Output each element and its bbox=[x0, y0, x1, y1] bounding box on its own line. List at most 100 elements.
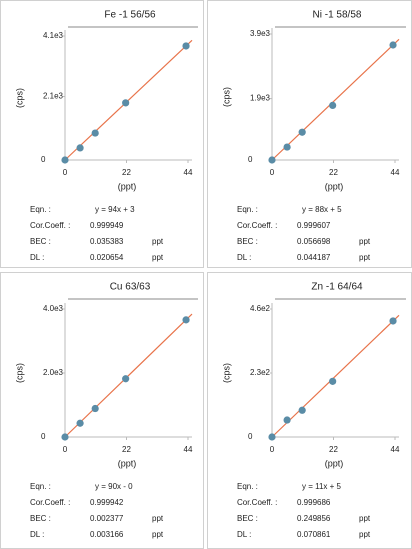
stat-label: BEC : bbox=[30, 237, 51, 246]
stat-value: 0.056698 bbox=[297, 237, 331, 246]
data-point bbox=[283, 416, 291, 424]
stat-label: Eqn. : bbox=[237, 482, 258, 491]
data-point bbox=[329, 377, 337, 385]
chart-panel: Zn -1 64/64 0 2.3e2 4.6e2 0 22 44 (ppt) (cps) Eqn… bbox=[207, 272, 412, 549]
chart-panel: Ni -1 58/58 0 1.9e3 3.9e3 0 22 44 (ppt) (cps) Eqn… bbox=[207, 0, 412, 268]
stat-value: 0.070861 bbox=[297, 530, 331, 539]
stat-value: 0.035383 bbox=[90, 237, 124, 246]
stat-value: 0.999942 bbox=[90, 498, 124, 507]
stat-label: DL : bbox=[237, 253, 251, 262]
stat-value: 0.999949 bbox=[90, 221, 124, 230]
stat-label: DL : bbox=[237, 530, 251, 539]
y-tick-label: 2.3e2 bbox=[250, 368, 271, 377]
data-point bbox=[182, 316, 190, 324]
data-point bbox=[122, 99, 130, 107]
data-point bbox=[76, 144, 84, 152]
y-tick-label: 0 bbox=[41, 155, 46, 164]
stat-value: 0.002377 bbox=[90, 514, 124, 523]
data-point bbox=[389, 317, 397, 325]
y-axis-label: (cps) bbox=[14, 88, 24, 108]
chart-panel: Fe -1 56/56 0 2.1e3 4.1e3 0 22 44 (ppt) (cps) Eqn… bbox=[0, 0, 204, 268]
stat-value: 0.044187 bbox=[297, 253, 331, 262]
x-axis-label: (ppt) bbox=[325, 181, 344, 191]
stat-label: Eqn. : bbox=[30, 205, 51, 214]
x-tick-label: 0 bbox=[270, 445, 275, 454]
data-point bbox=[61, 433, 69, 441]
x-axis-label: (ppt) bbox=[325, 458, 344, 468]
stat-label: DL : bbox=[30, 253, 44, 262]
panel-border bbox=[0, 0, 204, 268]
stat-unit: ppt bbox=[359, 237, 371, 246]
stat-value: y = 90x - 0 bbox=[95, 482, 133, 491]
stat-label: BEC : bbox=[237, 237, 258, 246]
y-tick-label: 0 bbox=[41, 432, 46, 441]
stat-label: Eqn. : bbox=[30, 482, 51, 491]
stat-unit: ppt bbox=[359, 514, 371, 523]
chart-title: Ni -1 58/58 bbox=[313, 10, 362, 21]
chart-title: Cu 63/63 bbox=[110, 282, 151, 293]
chart-title: Fe -1 56/56 bbox=[104, 10, 156, 21]
stat-unit: ppt bbox=[359, 253, 371, 262]
stat-label: DL : bbox=[30, 530, 44, 539]
chart-title: Zn -1 64/64 bbox=[311, 282, 363, 293]
stat-unit: ppt bbox=[152, 530, 164, 539]
y-tick-label: 2.0e3 bbox=[43, 368, 64, 377]
y-tick-label: 1.9e3 bbox=[250, 94, 271, 103]
data-point bbox=[389, 41, 397, 49]
stat-label: BEC : bbox=[30, 514, 51, 523]
stat-unit: ppt bbox=[152, 237, 164, 246]
x-tick-label: 0 bbox=[270, 168, 275, 177]
data-point bbox=[298, 406, 306, 414]
stat-value: y = 94x + 3 bbox=[95, 205, 135, 214]
stat-value: 0.999686 bbox=[297, 498, 331, 507]
panel-border bbox=[207, 272, 412, 549]
x-axis-label: (ppt) bbox=[118, 458, 137, 468]
data-point bbox=[61, 156, 69, 164]
data-point bbox=[182, 42, 190, 50]
y-tick-label: 4.1e3 bbox=[43, 31, 64, 40]
data-point bbox=[268, 156, 276, 164]
stat-value: 0.999607 bbox=[297, 221, 331, 230]
x-tick-label: 22 bbox=[329, 168, 338, 177]
data-point bbox=[122, 375, 130, 383]
x-tick-label: 0 bbox=[63, 168, 68, 177]
y-tick-label: 4.0e3 bbox=[43, 304, 64, 313]
stat-label: Cor.Coeff. : bbox=[30, 498, 70, 507]
x-tick-label: 22 bbox=[122, 445, 131, 454]
data-point bbox=[298, 128, 306, 136]
stat-value: y = 11x + 5 bbox=[302, 482, 342, 491]
stat-label: Cor.Coeff. : bbox=[237, 221, 277, 230]
data-point bbox=[268, 433, 276, 441]
stat-value: 0.020654 bbox=[90, 253, 124, 262]
data-point bbox=[91, 129, 99, 137]
y-tick-label: 0 bbox=[248, 432, 253, 441]
y-axis-label: (cps) bbox=[221, 87, 231, 107]
fit-line bbox=[271, 38, 400, 161]
data-point bbox=[283, 143, 291, 151]
stat-label: Cor.Coeff. : bbox=[30, 221, 70, 230]
x-tick-label: 44 bbox=[184, 168, 193, 177]
fit-line bbox=[64, 39, 193, 161]
panel-border bbox=[0, 272, 204, 549]
stat-label: Eqn. : bbox=[237, 205, 258, 214]
panel-border bbox=[207, 0, 412, 268]
stat-label: BEC : bbox=[237, 514, 258, 523]
stat-unit: ppt bbox=[152, 514, 164, 523]
y-tick-label: 4.6e2 bbox=[250, 304, 271, 313]
x-tick-label: 22 bbox=[329, 445, 338, 454]
x-tick-label: 44 bbox=[184, 445, 193, 454]
data-point bbox=[91, 404, 99, 413]
x-tick-label: 22 bbox=[122, 168, 131, 177]
y-tick-label: 3.9e3 bbox=[250, 29, 271, 38]
fit-line bbox=[64, 313, 193, 438]
chart-panel: Cu 63/63 0 2.0e3 4.0e3 0 22 44 (ppt) (cps) Eqn. :… bbox=[0, 272, 204, 549]
data-point bbox=[76, 419, 84, 427]
data-point bbox=[329, 101, 337, 109]
y-axis-label: (cps) bbox=[221, 363, 231, 383]
y-tick-label: 2.1e3 bbox=[43, 92, 64, 101]
y-tick-label: 0 bbox=[248, 155, 253, 164]
x-tick-label: 44 bbox=[391, 445, 400, 454]
y-axis-label: (cps) bbox=[14, 363, 24, 383]
stat-value: 0.003166 bbox=[90, 530, 124, 539]
